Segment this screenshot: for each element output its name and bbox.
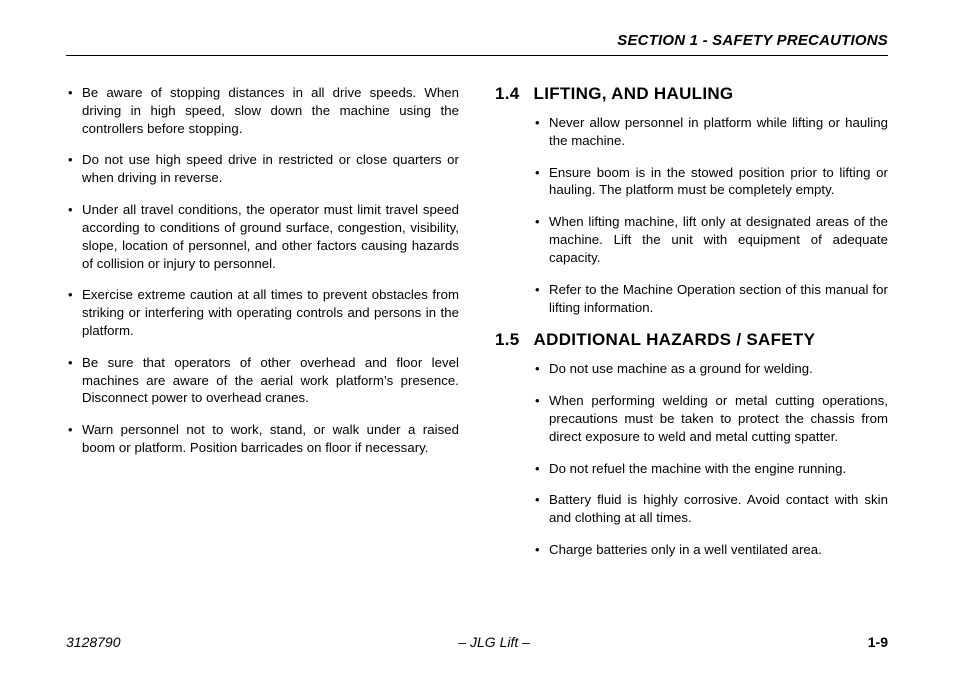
list-item: Refer to the Machine Operation section o…: [533, 281, 888, 317]
list-item: When performing welding or metal cutting…: [533, 392, 888, 445]
section-1-5-bullets: Do not use machine as a ground for weldi…: [533, 360, 888, 559]
section-header: SECTION 1 - SAFETY PRECAUTIONS: [66, 32, 888, 56]
section-title: ADDITIONAL HAZARDS / SAFETY: [534, 330, 816, 350]
list-item: When lifting machine, lift only at desig…: [533, 213, 888, 266]
section-title: LIFTING, AND HAULING: [534, 84, 734, 104]
footer-doc-number: 3128790: [66, 634, 121, 650]
list-item: Warn personnel not to work, stand, or wa…: [66, 421, 459, 457]
section-1-4-bullets: Never allow personnel in platform while …: [533, 114, 888, 316]
list-item: Do not use high speed drive in restricte…: [66, 151, 459, 187]
footer-page-number: 1-9: [868, 634, 888, 650]
list-item: Be sure that operators of other overhead…: [66, 354, 459, 407]
right-column: 1.4 LIFTING, AND HAULING Never allow per…: [495, 84, 888, 573]
list-item: Ensure boom is in the stowed position pr…: [533, 164, 888, 200]
section-number: 1.4: [495, 84, 520, 104]
list-item: Exercise extreme caution at all times to…: [66, 286, 459, 339]
list-item: Battery fluid is highly corrosive. Avoid…: [533, 491, 888, 527]
section-header-title: SECTION 1 - SAFETY PRECAUTIONS: [617, 32, 888, 49]
footer-center-label: – JLG Lift –: [458, 634, 530, 650]
left-bullet-list: Be aware of stopping distances in all dr…: [66, 84, 459, 457]
content-columns: Be aware of stopping distances in all dr…: [66, 56, 888, 573]
list-item: Do not refuel the machine with the engin…: [533, 460, 888, 478]
page-footer: 3128790 – JLG Lift – 1-9: [66, 634, 888, 650]
section-heading-1-5: 1.5 ADDITIONAL HAZARDS / SAFETY: [495, 330, 888, 350]
section-number: 1.5: [495, 330, 520, 350]
list-item: Under all travel conditions, the operato…: [66, 201, 459, 272]
list-item: Be aware of stopping distances in all dr…: [66, 84, 459, 137]
list-item: Never allow personnel in platform while …: [533, 114, 888, 150]
section-heading-1-4: 1.4 LIFTING, AND HAULING: [495, 84, 888, 104]
list-item: Do not use machine as a ground for weldi…: [533, 360, 888, 378]
left-column: Be aware of stopping distances in all dr…: [66, 84, 459, 573]
list-item: Charge batteries only in a well ventilat…: [533, 541, 888, 559]
